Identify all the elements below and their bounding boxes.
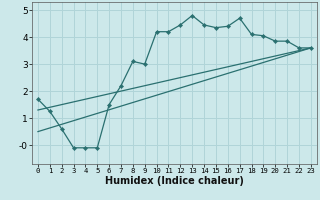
X-axis label: Humidex (Indice chaleur): Humidex (Indice chaleur) <box>105 176 244 186</box>
